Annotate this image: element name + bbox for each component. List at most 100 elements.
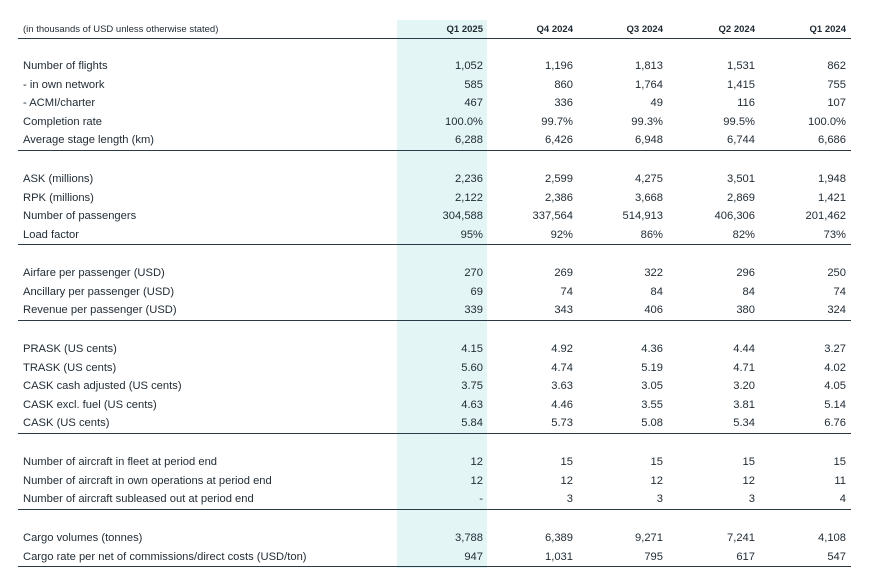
- row-label: CASK (US cents): [23, 417, 110, 429]
- cell-q1-2025: 339: [464, 304, 483, 316]
- cell-q2-2024: 6,744: [727, 134, 755, 146]
- cell-q4-2024: 1,196: [545, 60, 573, 72]
- cell-q1-2024: 1,421: [818, 191, 846, 204]
- cell-q2-2024: 3,501: [727, 173, 755, 185]
- table-header: (in thousands of USD unless otherwise st…: [18, 20, 851, 39]
- group-rule: [18, 320, 851, 321]
- cell-q1-2025: 2,236: [455, 173, 483, 185]
- cell-q2-2024: 15: [742, 456, 755, 468]
- group-rule: [18, 150, 851, 151]
- cell-q1-2025: 4.15: [461, 343, 483, 355]
- cell-q1-2025: -: [479, 493, 483, 505]
- cell-q4-2024: 336: [554, 97, 573, 109]
- table-row: TRASK (US cents) 5.60 4.74 5.19 4.71 4.02: [18, 359, 851, 378]
- table-row: Number of aircraft subleased out at peri…: [18, 490, 851, 509]
- cell-q4-2024: 343: [554, 304, 573, 316]
- row-label: Revenue per passenger (USD): [23, 304, 177, 316]
- cell-q1-2024: 324: [827, 304, 846, 316]
- cell-q1-2025: 947: [464, 550, 483, 563]
- row-label: Number of aircraft in fleet at period en…: [23, 456, 218, 468]
- row-label: - in own network: [23, 78, 105, 91]
- group-rule: [18, 509, 851, 510]
- row-label: Cargo rate per net of commissions/direct…: [23, 550, 307, 563]
- column-header-q1-2024: Q1 2024: [809, 24, 846, 35]
- cell-q1-2024: 1,948: [818, 173, 846, 185]
- cell-q1-2025: 5.84: [461, 417, 483, 429]
- cell-q3-2024: 6,948: [635, 134, 663, 146]
- cell-q4-2024: 3.63: [551, 380, 573, 392]
- cell-q2-2024: 296: [736, 267, 755, 279]
- row-label: Number of flights: [23, 60, 108, 72]
- cell-q1-2025: 270: [464, 267, 483, 279]
- cell-q3-2024: 5.19: [641, 361, 663, 374]
- cell-q4-2024: 1,031: [545, 550, 573, 563]
- cell-q3-2024: 406: [644, 304, 663, 316]
- row-label: Airfare per passenger (USD): [23, 267, 165, 279]
- cell-q1-2025: 3,788: [455, 532, 483, 544]
- row-label: - ACMI/charter: [23, 97, 96, 109]
- row-label: Load factor: [23, 228, 79, 241]
- row-label: Number of aircraft subleased out at peri…: [23, 493, 254, 505]
- cell-q3-2024: 99.3%: [631, 115, 663, 128]
- row-label: ASK (millions): [23, 173, 94, 185]
- cell-q1-2024: 74: [833, 285, 846, 298]
- table-row: Number of aircraft in fleet at period en…: [18, 453, 851, 472]
- group-rule: [18, 244, 851, 245]
- cell-q1-2025: 12: [470, 456, 483, 468]
- header-rule: [18, 38, 851, 39]
- table-row: - in own network 585 860 1,764 1,415 755: [18, 76, 851, 95]
- cell-q4-2024: 92%: [550, 228, 573, 241]
- cell-q3-2024: 12: [650, 474, 663, 487]
- cell-q2-2024: 3.81: [733, 398, 755, 411]
- cell-q2-2024: 3.20: [733, 380, 755, 392]
- row-label: RPK (millions): [23, 191, 94, 204]
- cell-q3-2024: 3: [656, 493, 663, 505]
- cell-q2-2024: 84: [742, 285, 755, 298]
- table-row: Number of passengers 304,588 337,564 514,91…: [18, 207, 851, 226]
- cell-q2-2024: 5.34: [733, 417, 755, 429]
- cell-q2-2024: 2,869: [727, 191, 755, 204]
- cell-q3-2024: 84: [650, 285, 663, 298]
- cell-q1-2025: 3.75: [461, 380, 483, 392]
- table-row: ASK (millions) 2,236 2,599 4,275 3,501 1,948: [18, 170, 851, 189]
- cell-q2-2024: 617: [736, 550, 755, 563]
- cell-q1-2025: 6,288: [455, 134, 483, 146]
- cell-q1-2024: 862: [827, 60, 846, 72]
- cell-q1-2024: 250: [827, 267, 846, 279]
- cell-q3-2024: 1,813: [635, 60, 663, 72]
- cell-q3-2024: 795: [644, 550, 663, 563]
- column-header-q2-2024: Q2 2024: [718, 24, 755, 35]
- cell-q4-2024: 4.46: [551, 398, 573, 411]
- table-row: RPK (millions) 2,122 2,386 3,668 2,869 1,421: [18, 189, 851, 208]
- cell-q3-2024: 15: [650, 456, 663, 468]
- table-row: Number of aircraft in own operations at …: [18, 472, 851, 491]
- cell-q2-2024: 1,531: [727, 60, 755, 72]
- cell-q1-2025: 585: [464, 78, 483, 91]
- row-label: Number of aircraft in own operations at …: [23, 474, 272, 487]
- cell-q1-2024: 73%: [823, 228, 846, 241]
- table-row: Average stage length (km) 6,288 6,426 6,948…: [18, 131, 851, 150]
- cell-q2-2024: 82%: [732, 228, 755, 241]
- cell-q1-2025: 69: [470, 285, 483, 298]
- cell-q2-2024: 1,415: [727, 78, 755, 91]
- table-row: Load factor 95% 92% 86% 82% 73%: [18, 226, 851, 245]
- cell-q1-2024: 5.14: [824, 398, 846, 411]
- cell-q4-2024: 2,386: [545, 191, 573, 204]
- cell-q4-2024: 860: [554, 78, 573, 91]
- cell-q1-2025: 12: [470, 474, 483, 487]
- cell-q1-2024: 4.05: [824, 380, 846, 392]
- cell-q1-2024: 755: [827, 78, 846, 91]
- cell-q1-2025: 467: [464, 97, 483, 109]
- cell-q1-2024: 6,686: [818, 134, 846, 146]
- cell-q1-2024: 201,462: [805, 210, 846, 222]
- cell-q4-2024: 12: [560, 474, 573, 487]
- column-header-q1-2025: Q1 2025: [446, 24, 483, 35]
- cell-q2-2024: 406,306: [714, 210, 755, 222]
- cell-q4-2024: 6,389: [545, 532, 573, 544]
- cell-q4-2024: 3: [566, 493, 573, 505]
- cell-q1-2024: 4.02: [824, 361, 846, 374]
- cell-q3-2024: 514,913: [622, 210, 663, 222]
- cell-q4-2024: 337,564: [532, 210, 573, 222]
- cell-q2-2024: 12: [742, 474, 755, 487]
- cell-q3-2024: 3,668: [635, 191, 663, 204]
